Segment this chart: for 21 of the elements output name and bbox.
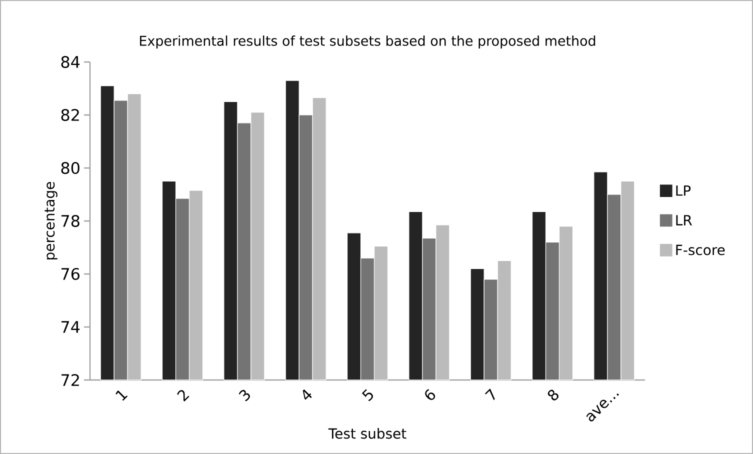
y-axis-title: percentage	[44, 182, 58, 260]
x-tick-label: 8	[548, 390, 558, 400]
x-tick-label: 7	[484, 388, 495, 400]
legend-label: LP	[676, 186, 691, 196]
chart-title: Experimental results of test subsets based on the proposed method	[140, 35, 596, 48]
legend-label: F-score	[676, 244, 725, 256]
y-tick-label: 74	[62, 321, 80, 333]
x-tick-label: 6	[425, 389, 436, 400]
y-tick-label: 72	[62, 374, 79, 386]
y-tick-label: 78	[62, 214, 80, 228]
x-axis-title: Test subset	[328, 428, 406, 439]
y-tick-label: 80	[61, 162, 80, 174]
x-tick-label: 3	[238, 390, 250, 402]
y-tick-label: 82	[61, 108, 79, 122]
x-tick-label: 4	[302, 389, 312, 400]
x-tick-label: 2	[177, 390, 190, 402]
y-tick-label: 84	[61, 56, 80, 68]
x-tick-label: 1	[116, 390, 128, 401]
legend-label: LR	[676, 215, 692, 226]
y-tick-label: 76	[62, 268, 80, 280]
x-tick-label: 5	[362, 389, 373, 402]
